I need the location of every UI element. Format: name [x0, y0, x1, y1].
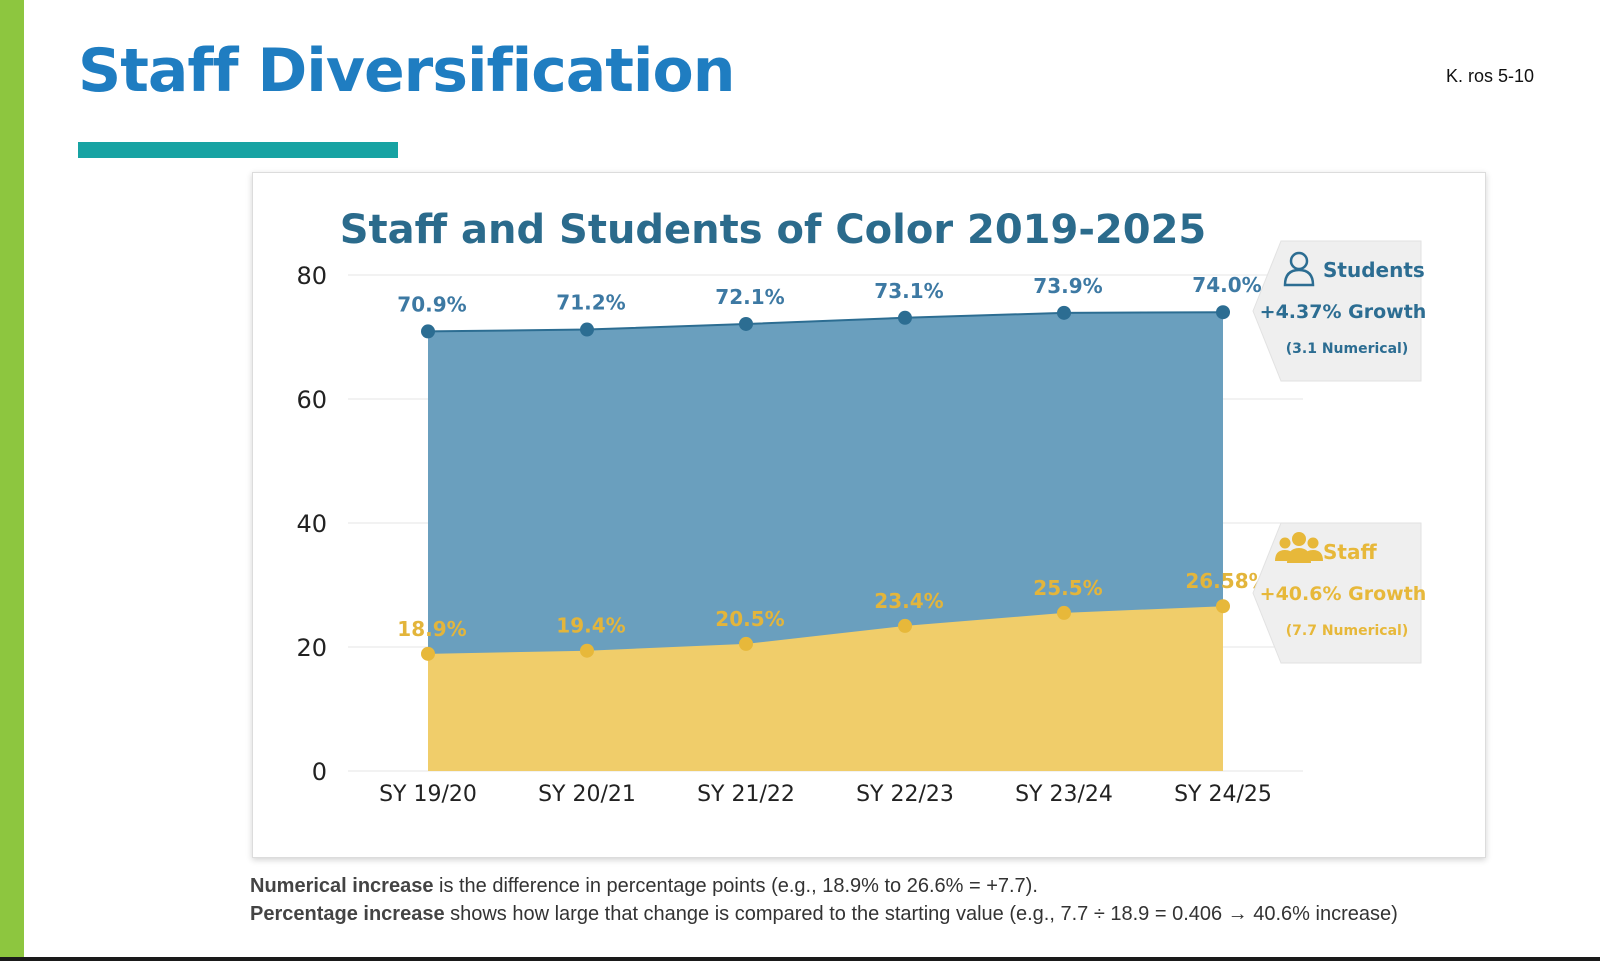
y-tick-label: 20	[296, 634, 327, 662]
staff-area	[428, 606, 1223, 771]
students-point	[898, 310, 912, 325]
label-layer: 70.9% 71.2% 72.1% 73.1% 73.9% 74.0% 18.9% 19.4%…	[397, 273, 1268, 641]
students-data-label: 72.1%	[715, 285, 784, 309]
staff-data-label: 20.5%	[715, 607, 784, 631]
callout-students: Students +4.37% Growth (3.1 Numerical)	[1252, 240, 1427, 382]
students-data-label: 71.2%	[556, 291, 625, 315]
corner-note: K. ros 5-10	[1445, 66, 1534, 86]
callout-staff: Staff +40.6% Growth (7.7 Numerical)	[1252, 522, 1427, 664]
callout-title: Students	[1323, 258, 1425, 282]
students-line	[427, 311, 1224, 333]
students-data-label: 73.9%	[1033, 274, 1102, 298]
footnote: Numerical increase is the difference in …	[250, 872, 1398, 928]
group-icon	[1275, 532, 1323, 563]
axis-layer: 0 20 40 60 80 SY 19/20 SY 20/21 SY 21/22 SY 22/2…	[296, 262, 1271, 807]
students-point	[421, 324, 435, 339]
staff-data-label: 19.4%	[556, 614, 625, 638]
staff-point	[1057, 605, 1071, 620]
staff-point	[580, 643, 594, 658]
staff-data-label: 18.9%	[397, 617, 466, 641]
callout-note: (7.7 Numerical)	[1286, 623, 1409, 639]
staff-point	[898, 618, 912, 633]
students-point	[580, 322, 594, 337]
chart-title: Staff and Students of Color 2019-2025	[340, 207, 1207, 253]
x-tick-label: SY 23/24	[1015, 782, 1113, 807]
footnote-text: is the difference in percentage points (…	[433, 875, 1038, 897]
y-tick-label: 80	[296, 262, 327, 290]
x-tick-label: SY 19/20	[379, 782, 477, 807]
footnote-term: Percentage increase	[250, 903, 445, 925]
x-tick-label: SY 21/22	[697, 782, 795, 807]
callout-layer: Students +4.37% Growth (3.1 Numerical) Staf…	[1252, 240, 1427, 664]
area-chart: 70.9% 71.2% 72.1% 73.1% 73.9% 74.0% 18.9% 19.4%…	[296, 207, 1427, 807]
staff-point	[1216, 599, 1230, 614]
staff-data-label: 25.5%	[1033, 576, 1102, 600]
x-tick-label: SY 20/21	[538, 782, 636, 807]
callout-growth: +40.6% Growth	[1260, 583, 1427, 605]
students-data-label: 70.9%	[397, 292, 466, 316]
chart-card: 70.9% 71.2% 72.1% 73.1% 73.9% 74.0% 18.9% 19.4%…	[252, 172, 1486, 858]
title-underline	[78, 142, 398, 158]
callout-note: (3.1 Numerical)	[1286, 341, 1409, 357]
callout-title: Staff	[1323, 540, 1377, 564]
left-accent-bar	[0, 0, 24, 957]
page-title: Staff Diversification	[78, 36, 735, 106]
person-icon	[1283, 251, 1315, 287]
students-data-label: 74.0%	[1192, 273, 1261, 297]
callout-growth: +4.37% Growth	[1260, 301, 1427, 323]
x-tick-label: SY 22/23	[856, 782, 954, 807]
point-layer	[421, 305, 1230, 661]
y-tick-label: 60	[296, 386, 327, 414]
footnote-line-numerical: Numerical increase is the difference in …	[250, 872, 1398, 900]
y-tick-label: 40	[296, 510, 327, 538]
area-layer	[427, 311, 1224, 771]
students-point	[1216, 305, 1230, 320]
staff-point	[421, 646, 435, 661]
footnote-term: Numerical increase	[250, 875, 434, 897]
students-point	[1057, 305, 1071, 320]
staff-data-label: 23.4%	[874, 589, 943, 613]
footnote-text: shows how large that change is compared …	[444, 903, 1398, 925]
x-tick-label: SY 24/25	[1174, 782, 1272, 807]
staff-point	[739, 636, 753, 651]
y-tick-label: 0	[312, 758, 327, 786]
students-point	[739, 316, 753, 331]
callout-box	[1252, 240, 1422, 382]
footnote-line-percentage: Percentage increase shows how large that…	[250, 900, 1398, 928]
students-data-label: 73.1%	[874, 279, 943, 303]
